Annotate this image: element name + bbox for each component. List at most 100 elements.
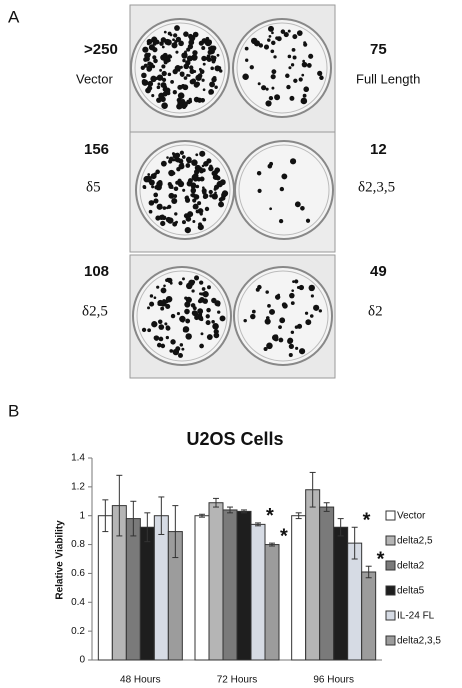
colony [269,207,272,211]
colony [170,80,174,84]
colony [209,194,213,198]
colony [173,194,178,198]
colony [173,186,179,192]
colony [218,197,224,202]
colony [261,85,267,91]
colony [192,198,197,203]
colony [155,169,160,175]
colony [141,72,147,79]
colony [291,289,295,292]
colony [159,68,163,72]
colony [165,325,170,330]
colony [282,303,288,309]
well-rim [134,22,226,114]
colony [147,173,151,176]
colony [141,327,147,333]
colony [166,277,170,281]
colony [205,36,210,41]
colony [287,338,293,345]
colony [182,277,185,281]
colony [147,328,151,333]
colony [177,69,181,72]
bar [333,526,349,661]
colony [197,299,203,304]
colony [184,226,191,234]
colony [305,319,312,326]
colony [194,81,200,87]
legend-label: Vector [397,511,426,522]
colony [182,58,186,63]
colony [163,59,167,63]
well-rim [237,270,329,362]
colony [147,306,151,310]
colony [249,65,254,70]
colony [152,55,157,60]
colony [182,84,189,91]
colony [256,170,262,176]
legend-label: delta2,3,5 [397,636,441,647]
colony [176,312,181,316]
colony [289,95,295,101]
colony [158,324,165,330]
colony [187,43,194,50]
colony [199,69,205,75]
colony [313,304,320,311]
legend-swatch [385,560,396,571]
colony [301,73,305,77]
colony [204,206,210,212]
colony [300,97,308,105]
well-rim [236,22,328,114]
colony [179,150,184,155]
colony [199,292,202,296]
colony [202,186,205,190]
colony [212,75,217,80]
colony [170,339,176,345]
colony [157,82,161,86]
colony [214,167,221,173]
colony-count: 75 [370,41,387,58]
well [234,140,334,240]
colony [181,220,186,225]
colony [187,178,193,184]
colony [302,59,305,63]
colony [155,215,161,221]
colony [185,197,190,202]
colony [201,55,207,62]
colony [150,75,157,83]
bar [305,489,321,661]
colony [221,190,229,197]
colony [296,30,303,36]
colony [269,308,276,315]
colony [179,343,184,347]
colony [190,188,196,194]
bar [153,515,169,661]
colony [277,293,281,297]
colony [186,73,190,77]
significance-mark: * [280,525,288,547]
colony-count: 49 [370,263,387,280]
legend-label: delta2 [397,561,425,572]
colony [183,31,189,37]
colony [175,220,178,224]
colony [271,69,277,75]
bar [291,515,307,661]
colony [214,65,221,72]
colony [197,308,204,315]
colony [195,74,202,81]
colony [181,347,185,351]
colony [210,45,214,49]
colony [196,97,203,103]
colony [182,188,186,192]
colony [214,191,217,195]
colony [267,38,271,42]
colony [175,50,179,54]
colony [266,342,273,350]
colony [202,217,207,222]
colony [141,78,147,84]
colony [278,325,282,330]
colony [308,53,314,59]
colony [140,65,145,70]
colony [197,224,204,231]
colony [199,280,204,285]
colony [200,332,204,336]
